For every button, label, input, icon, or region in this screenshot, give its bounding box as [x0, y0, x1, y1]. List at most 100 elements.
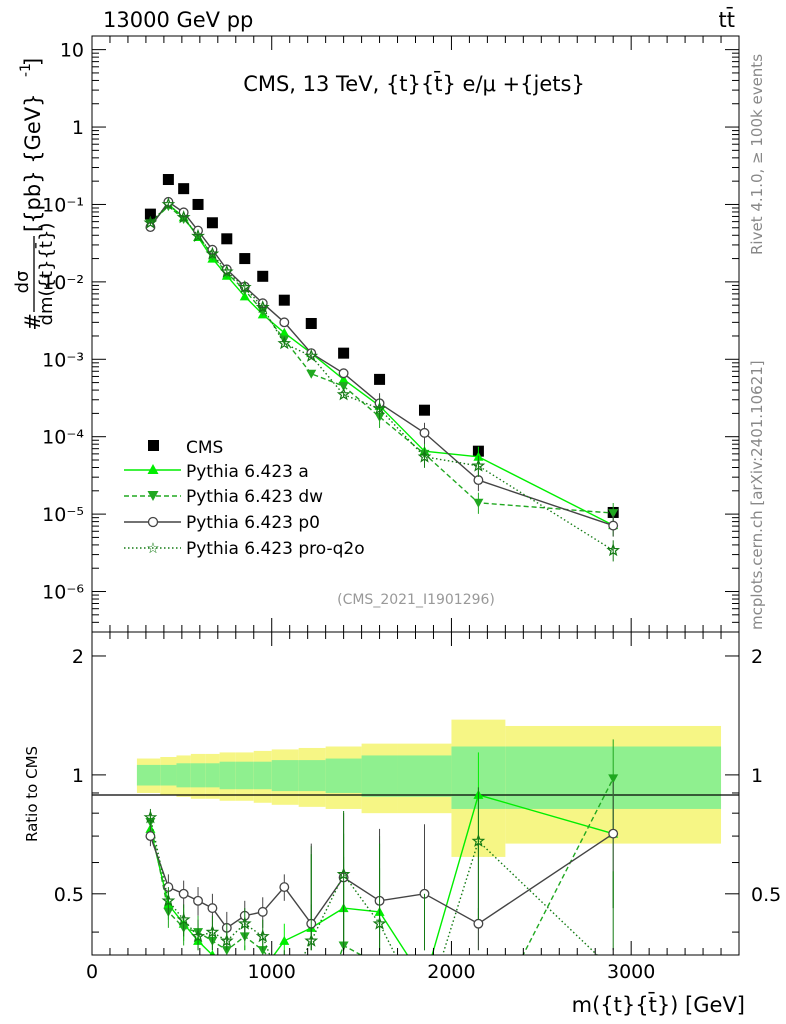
point-pythia-pro-q2o	[304, 348, 319, 362]
point-cms	[418, 404, 430, 416]
ratio-point-pythia-pro-q2o	[191, 929, 205, 943]
main-y-tick-label: 10⁻³	[42, 349, 84, 371]
point-pythia-p0	[473, 475, 484, 486]
ratio-bands	[136, 719, 722, 857]
point-pythia-pro-q2o	[219, 264, 234, 278]
legend-marker-cms	[148, 440, 159, 451]
x-ticks: 0 1000 2000 3000	[86, 36, 722, 983]
ratio-marks	[143, 739, 619, 955]
legend-entry-pythia-a: Pythia 6.423 a	[124, 462, 309, 482]
ratio-plot: 0.5 0.5 1 1 2 2 Ratio to CMS	[23, 631, 781, 956]
ratio-y-tick-label: 2	[72, 646, 84, 668]
point-cms	[206, 217, 218, 229]
point-cms	[239, 253, 251, 265]
point-pythia-pro-q2o	[161, 197, 176, 211]
series-line-pythia-dw	[149, 205, 614, 514]
point-pythia-pro-q2o	[237, 280, 252, 294]
ratio-line-pythia-a	[149, 794, 614, 955]
point-pythia-dw	[473, 498, 484, 508]
ratio-band-inner	[205, 763, 220, 788]
main-y-tick-label: 10⁻²	[42, 272, 84, 294]
main-y-tick-label: 10	[60, 40, 84, 62]
point-pythia-pro-q2o	[417, 449, 432, 463]
ratio-y-tick-label: 0.5	[54, 884, 84, 906]
main-y-tick-label: 10⁻⁶	[42, 582, 84, 604]
legend-label-pythia-a: Pythia 6.423 a	[186, 462, 309, 482]
ratio-band-inner	[176, 763, 191, 788]
point-pythia-a	[239, 291, 250, 301]
y-label-hash: #	[21, 313, 45, 331]
point-pythia-pro-q2o	[277, 336, 292, 350]
x-tick-label: 3000	[607, 961, 655, 983]
ratio-y-tick-label-right: 1	[751, 765, 763, 787]
ratio-point-pythia-pro-q2o	[161, 893, 176, 907]
energy-label: 13000 GeV pp	[103, 8, 253, 32]
ratio-point-pythia-pro-q2o	[255, 929, 270, 943]
ratio-band-inner	[271, 760, 299, 792]
legend: CMS Pythia 6.423 a Pythia 6.423 dw Pythi…	[124, 438, 365, 559]
point-pythia-dw	[279, 335, 290, 345]
ratio-point-pythia-dw	[257, 946, 268, 955]
legend-label-pythia-pro-q2o: Pythia 6.423 pro-q2o	[186, 539, 365, 559]
x-tick-label: 0	[86, 961, 98, 983]
ratio-point-pythia-p0	[257, 906, 268, 917]
point-cms	[257, 270, 269, 282]
ratio-band-inner	[253, 761, 272, 790]
ratio-point-pythia-dw	[608, 774, 619, 784]
main-y-axis-label: # dσ dm({t}{t̄}) [{pb} {GeV} -1 ]	[12, 58, 57, 331]
x-tick-label: 1000	[248, 961, 296, 983]
ratio-point-pythia-p0	[193, 895, 203, 906]
ratio-band-inner	[361, 755, 398, 797]
point-pythia-pro-q2o	[372, 401, 387, 415]
x-tick-label: 2000	[427, 961, 475, 983]
ratio-line-pythia-pro-q2o	[149, 817, 599, 955]
ratio-y-axis-label: Ratio to CMS	[23, 746, 41, 842]
ratio-point-pythia-pro-q2o	[372, 916, 387, 930]
ratio-point-pythia-p0	[608, 828, 619, 839]
ratio-y-tick-label-right: 0.5	[751, 884, 781, 906]
y-label-close: ]	[21, 58, 45, 66]
legend-entry-pythia-dw: Pythia 6.423 dw	[124, 487, 323, 507]
main-y-tick-label: 10⁻⁵	[42, 504, 84, 526]
ratio-point-pythia-p0	[473, 918, 484, 929]
mcplots-label: mcplots.cern.ch [arXiv:2401.10621]	[748, 360, 766, 630]
main-plot: 10⁻⁶ 10⁻⁵ 10⁻⁴ 10⁻³ 10⁻² 10⁻¹ 1 10 CMS, 13 TeV,…	[12, 35, 740, 633]
ratio-point-pythia-pro-q2o	[471, 833, 486, 847]
point-pythia-pro-q2o	[205, 246, 220, 260]
legend-label-pythia-dw: Pythia 6.423 dw	[186, 487, 323, 507]
x-axis-label: m({t}{t̄}) [GeV]	[572, 992, 745, 1017]
ratio-point-pythia-a	[279, 935, 290, 945]
point-pythia-a	[279, 327, 290, 337]
main-marks	[143, 174, 621, 562]
ratio-point-pythia-pro-q2o	[237, 916, 252, 930]
ratio-y-tick-label: 1	[72, 765, 84, 787]
watermark: (CMS_2021_I1901296)	[337, 592, 495, 608]
ratio-point-pythia-p0	[178, 888, 189, 899]
main-y-ticks: 10⁻⁶ 10⁻⁵ 10⁻⁴ 10⁻³ 10⁻² 10⁻¹ 1 10	[42, 40, 739, 633]
point-cms	[338, 347, 350, 359]
legend-marker-pythia-pro-q2o: ☆	[146, 539, 159, 557]
ratio-point-pythia-p0	[207, 903, 218, 914]
point-pythia-p0	[338, 368, 349, 379]
ratio-point-pythia-a	[209, 950, 216, 955]
point-cms	[305, 317, 317, 329]
point-pythia-pro-q2o	[606, 543, 621, 557]
legend-entry-cms: CMS	[148, 438, 223, 458]
point-cms	[192, 198, 204, 210]
ratio-point-pythia-pro-q2o	[336, 867, 351, 881]
point-cms	[221, 233, 233, 245]
point-pythia-p0	[279, 317, 290, 328]
point-cms	[144, 208, 156, 220]
main-y-tick-label: 10⁻¹	[42, 194, 84, 216]
main-y-tick-label: 10⁻⁴	[42, 427, 84, 449]
point-pythia-pro-q2o	[191, 228, 205, 243]
ratio-point-pythia-pro-q2o	[176, 912, 191, 926]
point-pythia-pro-q2o	[176, 210, 191, 224]
ratio-band-inner	[325, 758, 362, 793]
point-pythia-pro-q2o	[255, 300, 270, 314]
ratio-band-inner	[136, 764, 161, 786]
legend-marker-pythia-a	[147, 464, 159, 474]
y-label-units: [{pb} {GeV}	[21, 93, 45, 232]
point-pythia-p0	[419, 427, 430, 438]
ratio-band-inner	[160, 764, 177, 786]
